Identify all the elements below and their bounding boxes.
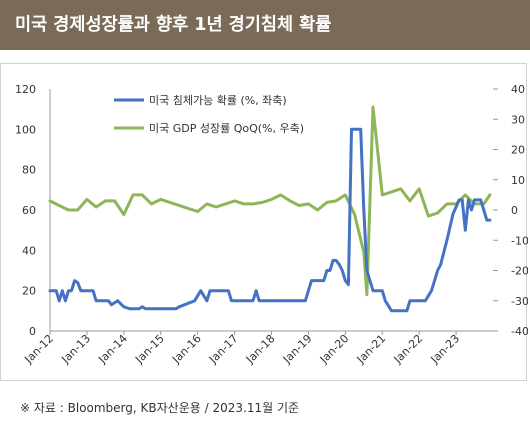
- right-tick-label: -40: [511, 325, 528, 338]
- legend-label: 미국 GDP 성장률 QoQ(%, 우축): [149, 122, 304, 135]
- right-axis: -40 -30 -20 -10 0 10 20 30 40: [493, 83, 528, 338]
- x-tick-label: Jan-18: [243, 332, 278, 367]
- left-tick-label: 20: [22, 285, 36, 298]
- left-tick-label: 100: [15, 123, 36, 136]
- chart-frame: 0 20 40 60 80 100 120 -40 -30 -20 -10 0 10 20 30 40 Ja…: [0, 63, 528, 381]
- x-tick-label: Jan-17: [206, 332, 241, 367]
- line-chart: 0 20 40 60 80 100 120 -40 -30 -20 -10 0 10 20 30 40 Ja…: [15, 83, 528, 367]
- x-tick-label: Jan-21: [354, 332, 389, 367]
- left-tick-label: 60: [22, 204, 36, 217]
- right-tick-label: 10: [511, 174, 525, 187]
- series-recession-probability: [48, 127, 492, 313]
- left-tick-label: 0: [29, 325, 36, 338]
- legend-label: 미국 침체가능 확률 (%, 좌축): [149, 94, 287, 107]
- x-tick-label: Jan-16: [169, 332, 204, 367]
- right-tick-label: 0: [511, 204, 518, 217]
- x-tick-label: Jan-20: [317, 332, 352, 367]
- x-tick-label: Jan-13: [58, 332, 93, 367]
- x-tick-label: Jan-23: [428, 332, 463, 367]
- series-gdp-growth: [48, 105, 492, 297]
- legend: 미국 침체가능 확률 (%, 좌축) 미국 GDP 성장률 QoQ(%, 우축): [114, 94, 304, 135]
- right-tick-label: -20: [511, 265, 528, 278]
- x-axis: Jan-12 Jan-13 Jan-14 Jan-15 Jan-16 Jan-17 Jan-…: [22, 330, 493, 367]
- x-tick-label: Jan-22: [391, 332, 426, 367]
- source-note: ※ 자료 : Bloomberg, KB자산운용 / 2023.11월 기준: [20, 401, 300, 415]
- right-tick-label: -30: [511, 295, 528, 308]
- right-tick-label: 20: [511, 144, 525, 157]
- left-axis: 0 20 40 60 80 100 120: [15, 83, 51, 338]
- x-tick-label: Jan-12: [22, 332, 57, 367]
- x-tick-label: Jan-14: [95, 332, 130, 367]
- x-tick-label: Jan-15: [132, 332, 167, 367]
- left-tick-label: 80: [22, 164, 36, 177]
- series-layer: [48, 105, 492, 313]
- left-tick-label: 40: [22, 244, 36, 257]
- right-tick-label: 30: [511, 113, 525, 126]
- x-tick-label: Jan-19: [280, 332, 315, 367]
- left-tick-label: 120: [15, 83, 36, 96]
- chart-title: 미국 경제성장률과 향후 1년 경기침체 확률: [0, 0, 530, 50]
- right-tick-label: 40: [511, 83, 525, 96]
- right-tick-label: -10: [511, 234, 528, 247]
